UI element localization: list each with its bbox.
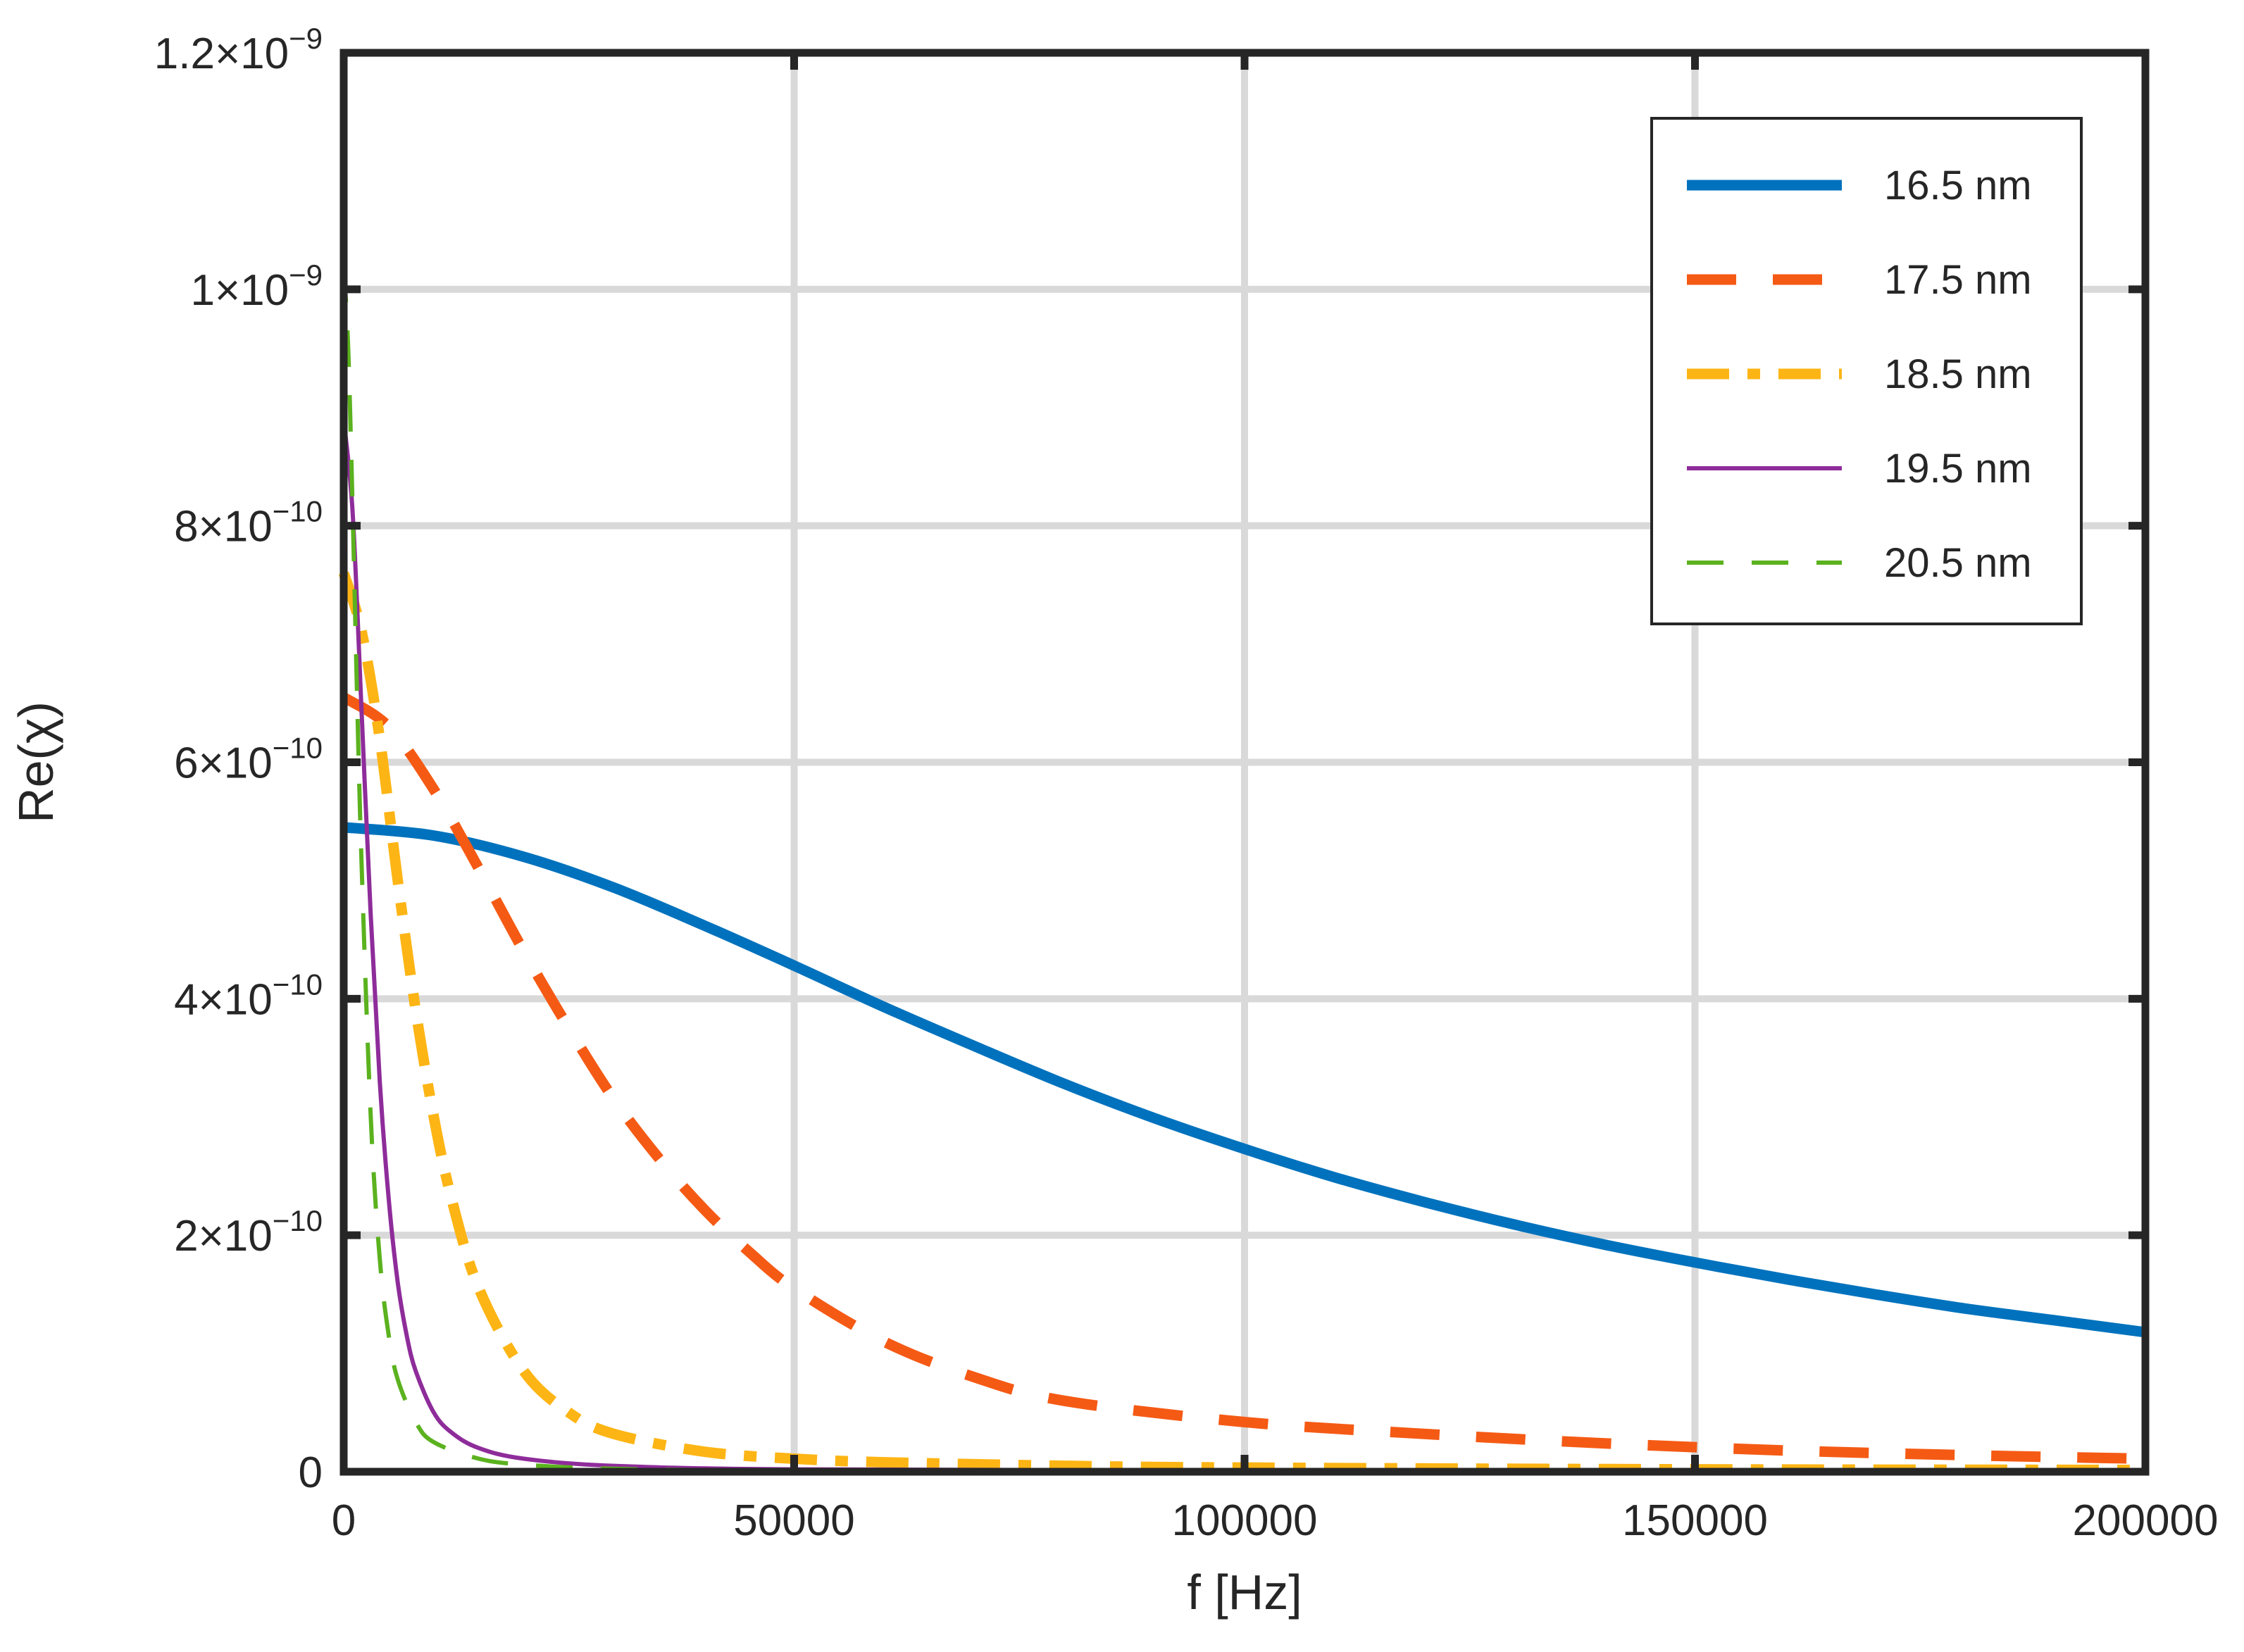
y-tick-label: 1×10−9 <box>190 258 323 315</box>
x-tick-label: 150000 <box>1622 1496 1768 1545</box>
legend-label: 17.5 nm <box>1884 257 2032 303</box>
series-line-1 <box>343 822 2146 1338</box>
legend-label: 19.5 nm <box>1884 446 2032 492</box>
x-tick-label: 200000 <box>2073 1496 2219 1545</box>
y-tick-label: 2×10−10 <box>174 1204 323 1260</box>
y-tick-label: 6×10−10 <box>174 732 323 788</box>
series-line-2 <box>340 692 2146 1464</box>
x-tick-label: 0 <box>332 1496 356 1545</box>
y-axis-title: Re(χ) <box>8 701 63 823</box>
legend: 16.5 nm 17.5 nm 18.5 nm 19.5 nm 20.5 nm <box>1650 117 2083 625</box>
x-tick-labels: 0 50000 100000 150000 200000 <box>332 1496 2219 1545</box>
y-tick-label: 0 <box>299 1448 323 1497</box>
x-tick-label: 100000 <box>1172 1496 1318 1545</box>
legend-label: 18.5 nm <box>1884 351 2032 397</box>
y-tick-label: 4×10−10 <box>174 968 323 1024</box>
legend-label: 20.5 nm <box>1884 540 2032 586</box>
axes-frame <box>339 49 2150 1476</box>
x-axis-title: f [Hz] <box>1187 1565 1302 1620</box>
legend-label: 16.5 nm <box>1884 163 2032 208</box>
series-line-5 <box>342 265 2146 1474</box>
x-tick-label: 50000 <box>733 1496 854 1545</box>
y-tick-label: 1.2×10−9 <box>154 22 323 78</box>
y-tick-label: 8×10−10 <box>174 495 323 551</box>
y-tick-labels: 0 2×10−10 4×10−10 6×10−10 8×10−10 1×10−9 1.2×1… <box>154 22 323 1497</box>
